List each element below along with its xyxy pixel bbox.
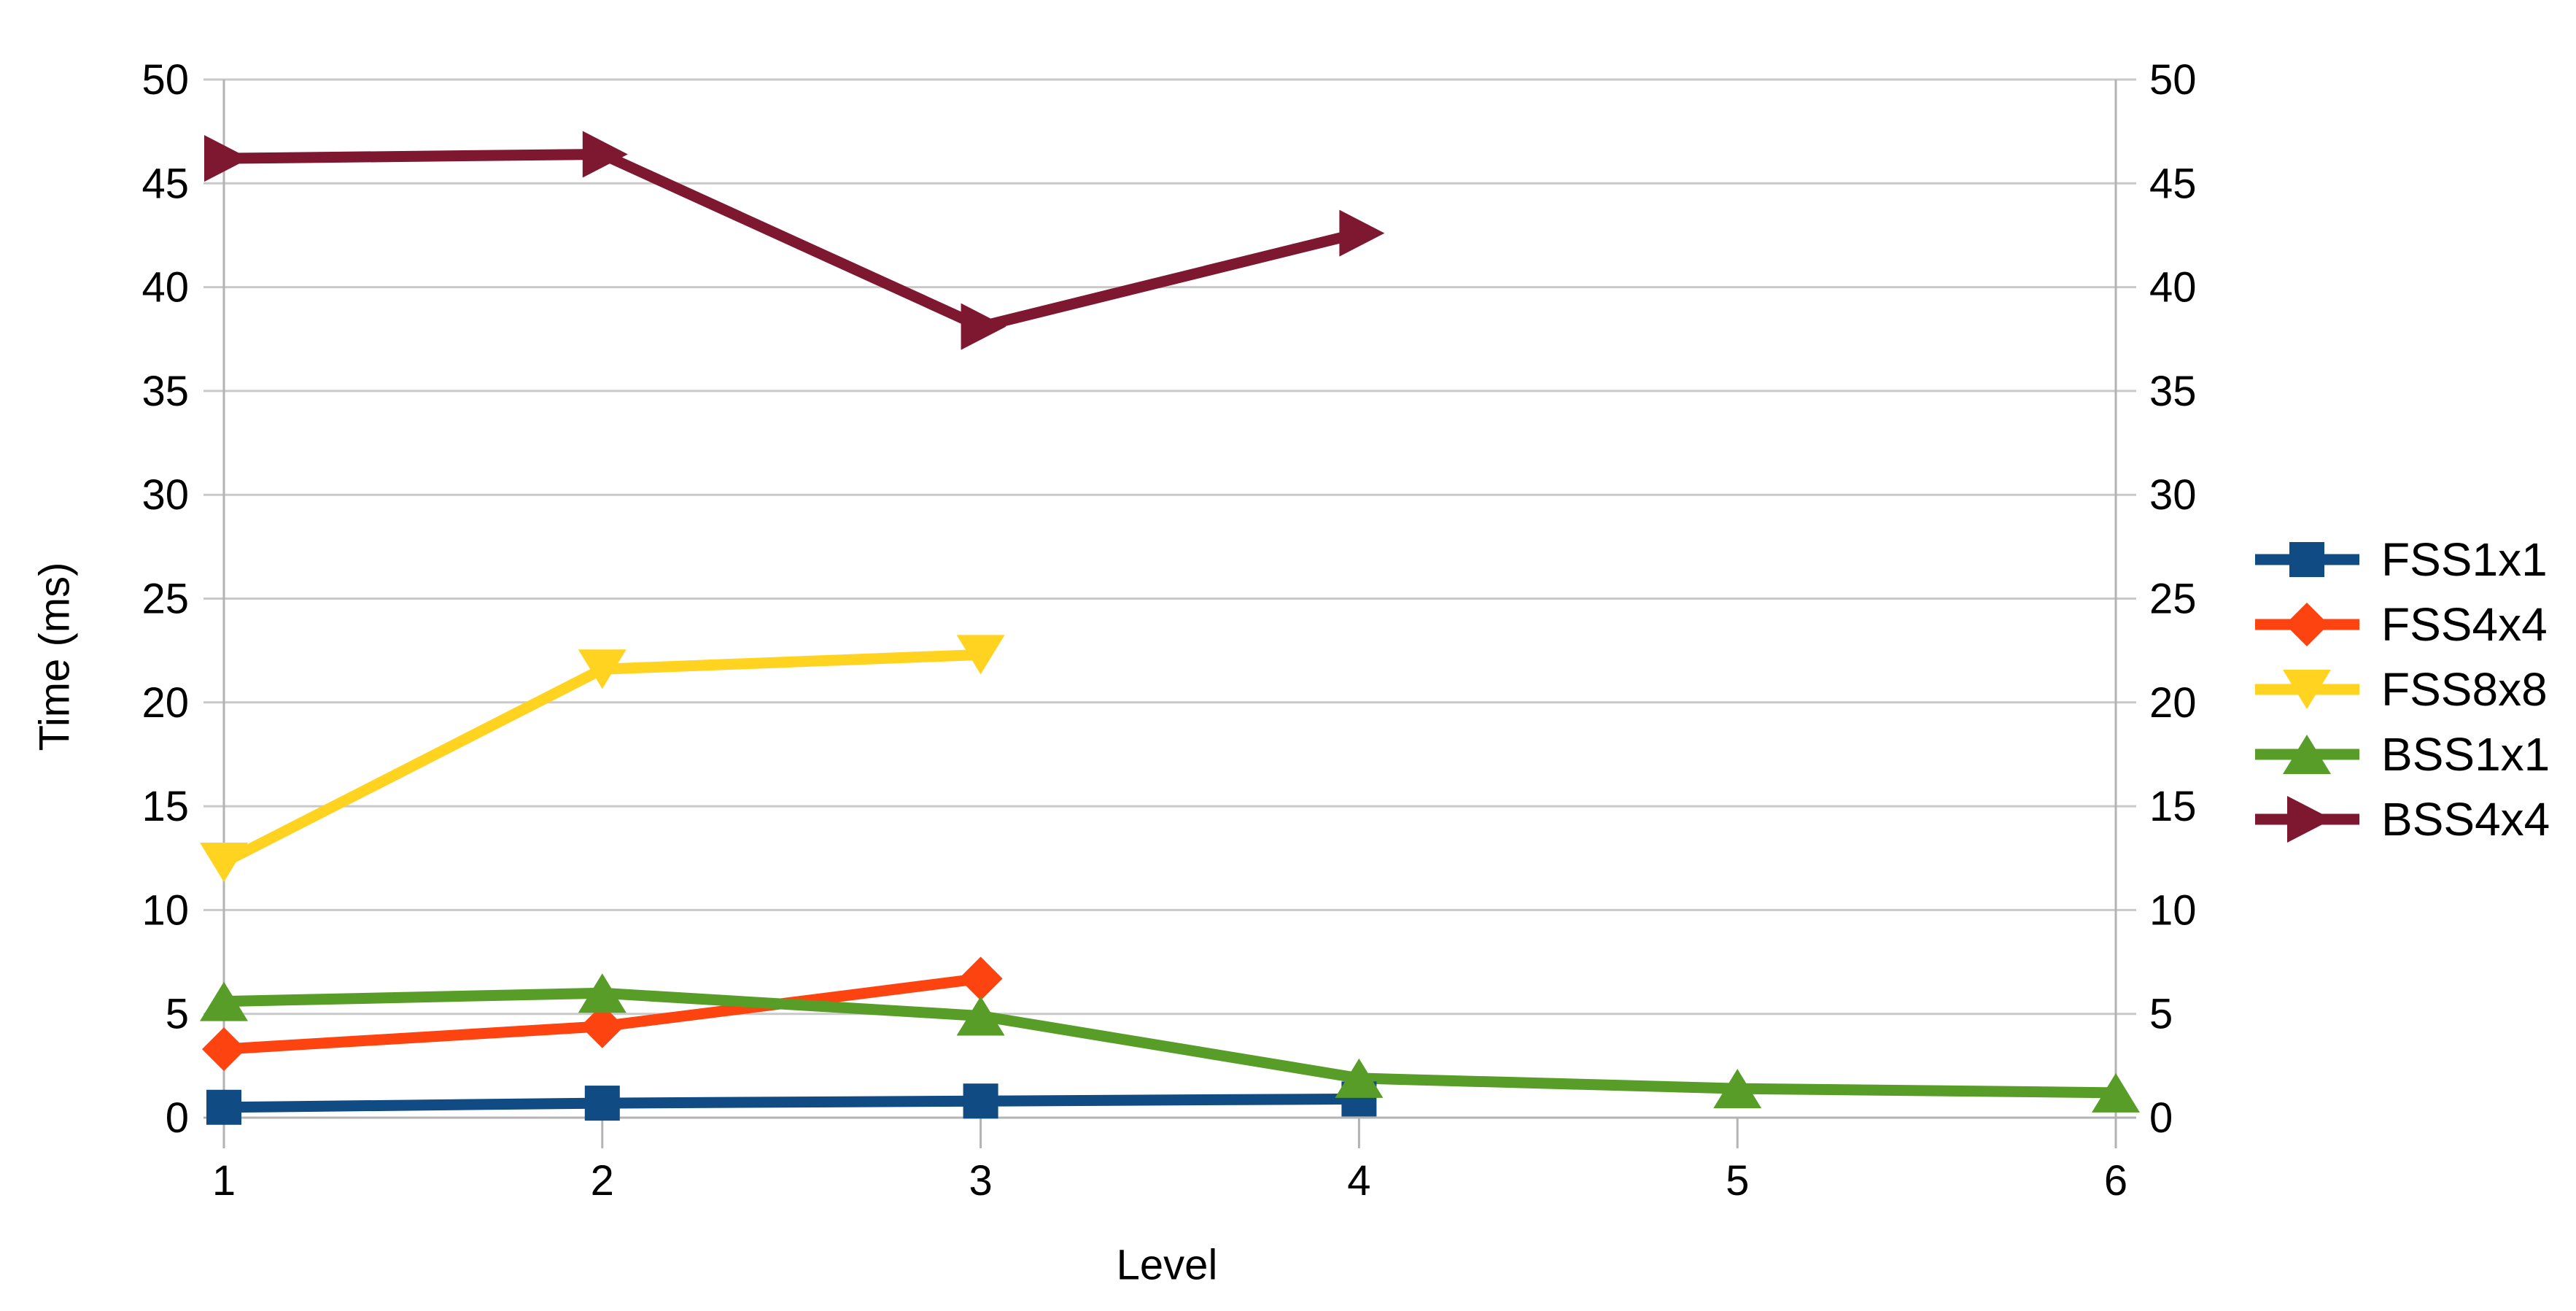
marker-FSS1x1-level-1	[206, 1089, 241, 1125]
marker-BSS4x4-level-3	[961, 303, 1006, 350]
legend-marker-FSS8x8	[2283, 670, 2331, 709]
y-axis-tick-label-left: 25	[141, 576, 189, 623]
marker-FSS4x4-level-3	[958, 956, 1003, 1001]
marker-FSS8x8-level-1	[200, 842, 248, 882]
legend-swatch-triangle-right-icon	[2255, 796, 2359, 843]
marker-FSS1x1-level-2	[584, 1086, 620, 1121]
series-line-BSS1x1	[223, 987, 2117, 1099]
legend-label: FSS1x1	[2381, 533, 2548, 586]
x-axis-tick-label: 4	[1347, 1157, 1370, 1204]
marker-FSS4x4-level-1	[202, 1027, 246, 1072]
legend-marker-BSS4x4	[2287, 796, 2332, 843]
x-axis-tick-label: 1	[212, 1157, 236, 1204]
legend-label: BSS1x1	[2381, 728, 2550, 781]
marker-BSS1x1-level-5	[1713, 1069, 1762, 1109]
x-axis-tick-label: 2	[591, 1157, 614, 1204]
marker-BSS1x1-level-1	[200, 981, 248, 1021]
y-axis-tick-label-left: 40	[141, 264, 189, 312]
legend-label: FSS4x4	[2381, 598, 2548, 651]
y-axis-tick-label-right: 5	[2149, 991, 2173, 1038]
y-axis-tick-label-right: 15	[2149, 783, 2197, 830]
y-axis-tick-label-right: 20	[2149, 679, 2197, 727]
legend-label: BSS4x4	[2381, 793, 2550, 846]
marker-BSS4x4-level-2	[582, 131, 628, 178]
legend-swatch-triangle-down-icon	[2255, 670, 2359, 709]
legend-item-fss1x1: FSS1x1	[2254, 527, 2548, 592]
y-axis-tick-label-right: 0	[2149, 1094, 2173, 1142]
marker-FSS8x8-level-2	[578, 649, 626, 689]
y-axis-tick-label-left: 30	[141, 471, 189, 519]
y-axis-tick-label-left: 50	[141, 56, 189, 104]
marker-BSS4x4-level-1	[204, 135, 249, 182]
x-axis-tick-label: 5	[1726, 1157, 1749, 1204]
legend-swatch-square-icon	[2255, 542, 2359, 577]
marker-BSS1x1-level-3	[956, 996, 1005, 1036]
marker-BSS1x1-level-6	[2092, 1072, 2140, 1113]
marker-BSS1x1-level-2	[578, 973, 626, 1013]
y-axis-tick-label-left: 5	[166, 991, 189, 1038]
x-axis-tick-label: 6	[2104, 1157, 2127, 1204]
legend-label: FSS8x8	[2381, 663, 2548, 716]
y-axis-tick-label-right: 50	[2149, 56, 2197, 104]
y-axis-title: Time (ms)	[31, 562, 79, 751]
series-line-BSS4x4	[223, 148, 1361, 333]
y-axis-tick-label-right: 25	[2149, 576, 2197, 623]
y-axis-tick-label-left: 15	[141, 783, 189, 830]
legend-item-fss4x4: FSS4x4	[2254, 592, 2548, 657]
legend-marker-BSS1x1	[2283, 735, 2331, 774]
legend-marker-FSS1x1	[2289, 542, 2324, 577]
y-axis-tick-label-left: 0	[166, 1094, 189, 1142]
legend-marker-FSS4x4	[2285, 603, 2329, 646]
y-axis-tick-label-right: 40	[2149, 264, 2197, 312]
y-axis-tick-label-left: 20	[141, 679, 189, 727]
legend-item-fss8x8: FSS8x8	[2254, 657, 2548, 722]
y-axis-tick-label-right: 10	[2149, 886, 2197, 934]
legend-item-bss1x1: BSS1x1	[2254, 722, 2550, 787]
legend-swatch-diamond-icon	[2255, 603, 2359, 646]
marker-BSS4x4-level-4	[1339, 209, 1385, 257]
y-axis-tick-label-left: 45	[141, 160, 189, 207]
y-axis-tick-label-left: 35	[141, 368, 189, 415]
y-axis-tick-label-right: 45	[2149, 160, 2197, 207]
marker-BSS1x1-level-4	[1335, 1058, 1384, 1098]
legend-swatch-triangle-up-icon	[2255, 735, 2359, 774]
x-axis-tick-label: 3	[969, 1157, 992, 1204]
legend-item-bss4x4: BSS4x4	[2254, 786, 2550, 852]
y-axis-tick-label-right: 35	[2149, 368, 2197, 415]
marker-FSS4x4-level-2	[580, 1004, 624, 1048]
series-line-FSS1x1	[223, 1093, 1359, 1113]
y-axis-tick-label-right: 30	[2149, 471, 2197, 519]
marker-FSS1x1-level-3	[963, 1083, 998, 1119]
marker-FSS8x8-level-3	[956, 635, 1005, 675]
x-axis-title: Level	[1116, 1241, 1218, 1289]
y-axis-tick-label-left: 10	[141, 886, 189, 934]
